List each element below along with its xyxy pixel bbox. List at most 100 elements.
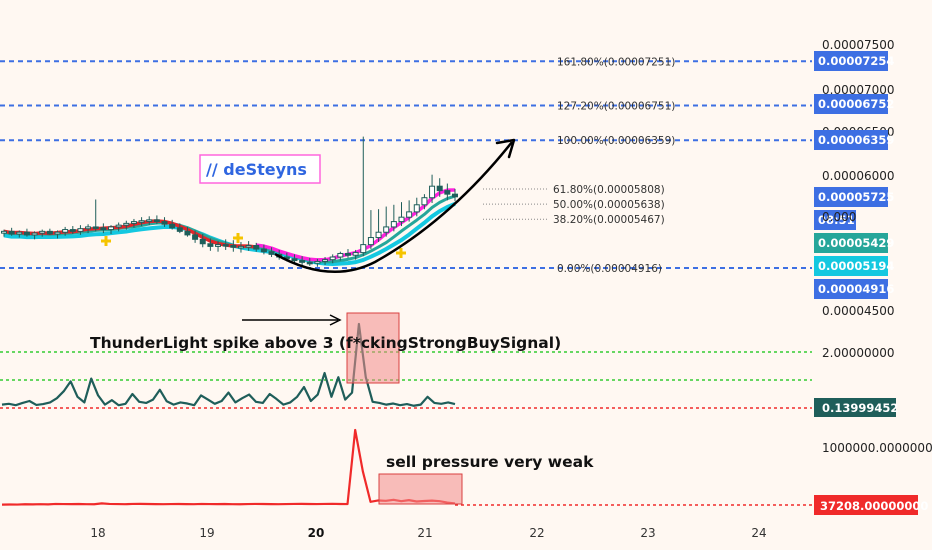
candle-body (291, 258, 298, 262)
price-badge-text: 0.00006359 (818, 133, 894, 147)
candle-body (123, 222, 130, 226)
candle-body (54, 231, 61, 235)
sell-pressure-annotation: sell pressure very weak (386, 453, 594, 471)
candle-body (230, 245, 237, 248)
price-axis-tick: 0.00006000 (822, 169, 895, 183)
time-axis-tick: 18 (90, 526, 105, 540)
candle-body (77, 228, 84, 232)
price-axis-tick: 0.00007500 (822, 38, 895, 52)
ma-red-line (3, 219, 257, 249)
candle-body (268, 251, 275, 255)
signal-cross-marker (101, 236, 111, 246)
price-badge-text: 0.00006752 (818, 97, 894, 111)
candle-body (390, 221, 397, 228)
candle-body (299, 260, 306, 263)
time-axis-tick: 23 (640, 526, 655, 540)
candle-body (413, 204, 420, 213)
watermark-box (199, 154, 321, 184)
candle-body (436, 185, 443, 192)
sell-pressure-highlight-box (378, 473, 463, 505)
candle-body (421, 197, 428, 206)
price-axis: 0.000075000.000070000.000065000.00006000… (814, 38, 895, 318)
fib-retracement-label: 61.80%(0.00005808) (553, 184, 665, 196)
time-axis: 18 19 20 21 22 23 24 (90, 526, 766, 540)
watermark-text: // deSteyns (206, 160, 307, 179)
price-axis-tick: 0.00007000 (822, 83, 895, 97)
candle-body (169, 223, 176, 229)
trend-curve-arrow (274, 141, 513, 274)
sell-pressure-value-text: 37208.00000000 (820, 499, 928, 513)
fibonacci-levels: 161.80%(0.00007251) 127.20%(0.00006751) 10… (0, 56, 812, 275)
candle-body (8, 230, 15, 235)
candle-body (444, 190, 451, 195)
candle-body (367, 237, 374, 246)
price-badge (814, 210, 856, 230)
candle-body (344, 252, 351, 256)
price-axis-tick: 0.00004500 (822, 304, 895, 318)
candle-body (260, 248, 267, 253)
candle-body (153, 219, 160, 223)
candle-body (237, 245, 244, 249)
signal-cross-marker (233, 233, 243, 243)
candle-body (215, 244, 222, 247)
fib-retracement-label: 50.00%(0.00005638) (553, 199, 665, 211)
candle-body (322, 259, 329, 262)
price-badge-text: 08:51 (818, 213, 855, 227)
time-axis-tick: 22 (529, 526, 544, 540)
signal-cross-marker (396, 248, 406, 258)
candle-body (314, 260, 321, 264)
time-axis-tick: 24 (751, 526, 766, 540)
thunderlight-value-text: 0.13999452 (822, 401, 898, 415)
candle-body (176, 227, 183, 232)
fib-level-label: 0.00%(0.00004916) (557, 263, 662, 275)
time-axis-tick: 21 (417, 526, 432, 540)
price-badge-text: 0.00005725 (818, 190, 894, 204)
candle-body (429, 185, 436, 199)
price-badge-text: 0.00004916 (818, 282, 894, 296)
fib-level-label: 161.80%(0.00007251) (557, 56, 675, 68)
price-badge (814, 94, 888, 114)
candle-body (383, 226, 390, 233)
thunderlight-arrow-head (329, 314, 342, 326)
candle-body (398, 216, 405, 223)
thunderlight-line (1, 322, 456, 407)
candle-body (207, 243, 214, 247)
fib-level-label: 100.00%(0.00006359) (557, 135, 675, 147)
candle-body (452, 193, 458, 198)
candle-body (108, 226, 115, 231)
candle-body (161, 221, 168, 225)
candle-body (375, 231, 382, 239)
candle-body (222, 244, 229, 247)
candle-body (85, 226, 92, 230)
price-badge-text: 0.00007254 (818, 54, 894, 68)
candle-body (62, 229, 69, 233)
thunderlight-annotation: ThunderLight spike above 3 (f*ckingStron… (90, 334, 561, 352)
price-badge (814, 233, 888, 253)
candle-body (253, 245, 260, 250)
candle-body (115, 224, 122, 228)
candle-body (23, 231, 30, 236)
candle-body (130, 221, 137, 224)
thunderlight-value-badge (814, 398, 896, 417)
price-badge-text: 0.00005429 (818, 236, 894, 250)
price-badge (814, 187, 888, 207)
price-badge (814, 279, 888, 299)
sell-pressure-value-badge (814, 495, 918, 515)
thunderlight-panel: 0.13999452 2.00000000 (0, 322, 898, 417)
candle-body (199, 238, 206, 245)
thunderlight-axis-tick: 2.00000000 (822, 346, 895, 360)
candle-body (100, 227, 107, 231)
fib-retracement-label: 38.20%(0.00005467) (553, 214, 665, 226)
price-badge (814, 256, 888, 276)
candle-body (31, 232, 38, 236)
trend-arrow-head (495, 138, 516, 159)
candle-body (92, 226, 99, 229)
candle-body (46, 230, 53, 235)
candle-body (138, 220, 145, 223)
candle-body (360, 244, 367, 254)
candle-body (352, 252, 359, 256)
thunderlight-highlight-box (346, 312, 400, 384)
candle-body (69, 229, 76, 232)
